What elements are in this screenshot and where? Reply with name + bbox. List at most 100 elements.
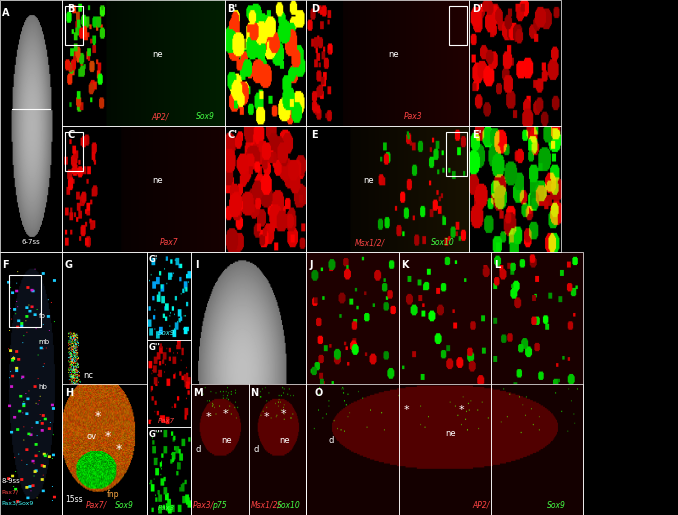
Text: G: G — [65, 260, 73, 270]
Text: d: d — [254, 445, 259, 454]
Text: Sox9: Sox9 — [334, 495, 353, 505]
Bar — [452, 460, 489, 512]
Text: ne: ne — [152, 50, 163, 59]
Bar — [469, 0, 561, 126]
Text: 15ss: 15ss — [65, 495, 83, 504]
Bar — [491, 252, 583, 515]
Text: E': E' — [472, 130, 481, 140]
Bar — [65, 6, 83, 45]
Text: G': G' — [148, 255, 158, 264]
Text: *: * — [403, 405, 409, 415]
Text: Pax7: Pax7 — [158, 418, 176, 424]
Text: 8-9ss: 8-9ss — [1, 478, 20, 485]
Text: 20-21ss: 20-21ss — [214, 500, 244, 509]
Bar — [147, 252, 191, 340]
Text: H: H — [65, 388, 73, 398]
Text: Pax7/: Pax7/ — [86, 501, 107, 510]
Text: G''': G''' — [148, 430, 163, 439]
Text: ne: ne — [371, 435, 382, 443]
Text: G'': G'' — [148, 342, 160, 352]
Text: Pax7: Pax7 — [160, 238, 178, 247]
Text: fb: fb — [39, 313, 45, 319]
Text: J: J — [309, 260, 313, 270]
Text: Pax3/: Pax3/ — [193, 501, 214, 510]
Bar — [306, 252, 399, 515]
Bar — [306, 126, 469, 252]
Text: *: * — [94, 410, 101, 423]
Text: Msx1/2/: Msx1/2/ — [251, 501, 281, 510]
Text: d: d — [329, 436, 334, 445]
Text: nc: nc — [83, 371, 94, 381]
Text: *: * — [223, 408, 228, 419]
Text: O: O — [315, 388, 323, 398]
Text: hb: hb — [39, 384, 47, 390]
Text: ov: ov — [317, 408, 327, 417]
Text: B: B — [67, 4, 75, 14]
Bar — [62, 384, 147, 515]
Bar — [249, 384, 306, 515]
Text: Sox10: Sox10 — [431, 238, 455, 247]
Text: Sox10: Sox10 — [494, 497, 517, 506]
Text: *: * — [116, 443, 122, 456]
Text: ne: ne — [152, 176, 163, 185]
Text: *: * — [263, 413, 269, 422]
Text: F: F — [2, 260, 9, 270]
Text: ne: ne — [279, 436, 290, 445]
Bar — [62, 126, 225, 252]
Text: m: m — [517, 482, 525, 491]
Text: K: K — [401, 260, 409, 270]
Bar — [191, 252, 306, 515]
Bar — [147, 427, 191, 515]
Text: M: M — [193, 388, 203, 398]
Text: N: N — [251, 388, 259, 398]
Text: AP2/: AP2/ — [473, 501, 490, 510]
Text: ne: ne — [445, 429, 456, 438]
Text: Sox9: Sox9 — [547, 501, 566, 510]
Bar — [306, 0, 469, 126]
Bar — [469, 126, 561, 252]
Text: g: g — [428, 424, 433, 433]
Bar — [62, 252, 147, 515]
Text: Pax3: Pax3 — [158, 506, 176, 511]
Text: Pax7/: Pax7/ — [1, 490, 18, 495]
Text: 6-7ss: 6-7ss — [22, 239, 41, 245]
Text: D': D' — [472, 4, 483, 14]
Bar — [191, 384, 249, 515]
Text: *: * — [104, 430, 111, 443]
Text: g: g — [521, 387, 525, 396]
Bar — [225, 126, 306, 252]
Bar — [0, 252, 62, 515]
Text: *: * — [205, 413, 212, 422]
Bar — [306, 384, 583, 515]
Text: A: A — [2, 8, 9, 18]
Text: m: m — [334, 482, 342, 491]
Text: B': B' — [228, 4, 238, 14]
Text: C: C — [67, 130, 75, 140]
Text: D: D — [311, 4, 319, 14]
Text: Sox9: Sox9 — [158, 331, 176, 336]
Text: Pax3: Pax3 — [404, 112, 422, 121]
Text: ov: ov — [86, 432, 96, 441]
Text: *: * — [458, 405, 464, 415]
Text: AP2/: AP2/ — [309, 495, 327, 505]
Bar — [449, 6, 467, 45]
Bar — [225, 0, 306, 126]
Bar — [399, 252, 491, 515]
Text: Sox9: Sox9 — [196, 112, 215, 121]
Bar — [446, 132, 466, 176]
Text: ne: ne — [461, 450, 472, 459]
Text: ne: ne — [388, 50, 399, 59]
Text: Msx1/2/: Msx1/2/ — [494, 482, 524, 491]
Text: Pax3: Pax3 — [454, 474, 469, 479]
Text: *: * — [281, 408, 286, 419]
Text: d: d — [196, 445, 201, 454]
Text: p75: p75 — [212, 501, 227, 510]
Text: mb: mb — [39, 339, 49, 345]
Text: ne: ne — [221, 436, 232, 445]
Text: Msx1/2/: Msx1/2/ — [355, 238, 385, 247]
Text: ne: ne — [551, 424, 561, 433]
Text: AP2/: AP2/ — [152, 112, 170, 121]
Text: fnp: fnp — [106, 490, 119, 499]
Bar — [147, 340, 191, 427]
Text: I: I — [195, 260, 198, 270]
